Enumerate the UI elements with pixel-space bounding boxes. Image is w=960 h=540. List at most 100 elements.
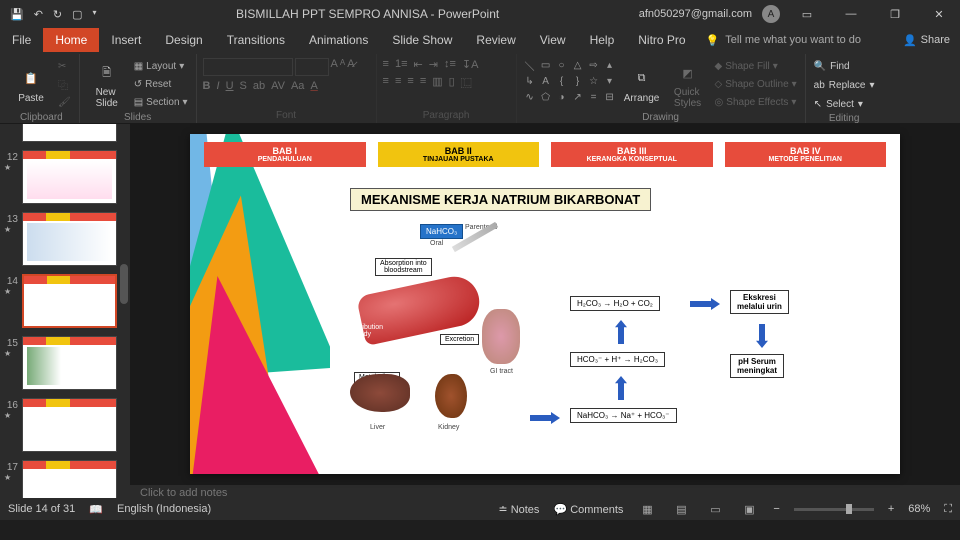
- language-indicator[interactable]: English (Indonesia): [117, 503, 211, 515]
- shape-equal-icon[interactable]: =: [587, 90, 601, 104]
- quick-styles-button[interactable]: ◩ Quick Styles: [667, 58, 709, 112]
- paste-button[interactable]: 📋 Paste: [10, 58, 52, 112]
- shape-fill-button[interactable]: ◆Shape Fill ▾: [713, 58, 799, 74]
- font-color-icon[interactable]: A: [310, 80, 317, 92]
- layout-button[interactable]: ▦Layout ▾: [132, 58, 190, 74]
- thumbnail-12[interactable]: 12★: [4, 150, 126, 204]
- font-family-select[interactable]: [203, 58, 293, 76]
- spell-check-icon[interactable]: 📖: [89, 503, 103, 516]
- notes-toggle[interactable]: ≐ Notes: [498, 503, 539, 516]
- shape-effects-button[interactable]: ◎Shape Effects ▾: [713, 94, 799, 110]
- minimize-icon[interactable]: —: [834, 0, 868, 28]
- tab-insert[interactable]: Insert: [99, 28, 153, 52]
- normal-view-icon[interactable]: ▦: [637, 501, 657, 517]
- slide-canvas[interactable]: BAB IPENDAHULUAN BAB IITINJAUAN PUSTAKA …: [130, 124, 960, 484]
- shapes-gallery[interactable]: ＼ ▭ ○ △ ⇨ ▴ ↳ A { } ☆ ▾ ∿ ⬠ ◑ ↗ = ⊟: [523, 58, 617, 104]
- zoom-out-icon[interactable]: −: [773, 503, 779, 515]
- slide[interactable]: BAB IPENDAHULUAN BAB IITINJAUAN PUSTAKA …: [190, 134, 900, 474]
- thumbnail-14[interactable]: 14★: [4, 274, 126, 328]
- thumbnail-11[interactable]: 11★: [4, 124, 126, 142]
- save-icon[interactable]: 💾: [10, 8, 24, 21]
- slideshow-view-icon[interactable]: ▣: [739, 501, 759, 517]
- shape-lbrace-icon[interactable]: {: [555, 74, 569, 88]
- thumbnail-panel[interactable]: 11★ 12★ 13★ 14★ 15★ 16★ 17★: [0, 124, 130, 498]
- shape-arrow-icon[interactable]: ⇨: [587, 58, 601, 72]
- tab-file[interactable]: File: [0, 28, 43, 52]
- columns-icon[interactable]: ▥: [432, 75, 442, 91]
- indent-inc-icon[interactable]: ⇥: [429, 58, 438, 71]
- tab-nitro[interactable]: Nitro Pro: [626, 28, 697, 52]
- spacing-icon[interactable]: AV: [271, 80, 285, 92]
- user-avatar[interactable]: A: [762, 5, 780, 23]
- shape-connector-icon[interactable]: ↳: [523, 74, 537, 88]
- shape-poly-icon[interactable]: ⬠: [539, 90, 553, 104]
- reset-button[interactable]: ↺Reset: [132, 76, 190, 92]
- sorter-view-icon[interactable]: ▤: [671, 501, 691, 517]
- arrange-button[interactable]: ⧉ Arrange: [621, 58, 663, 112]
- case-icon[interactable]: Aa: [291, 80, 304, 92]
- tab-animations[interactable]: Animations: [297, 28, 380, 52]
- undo-icon[interactable]: ↶: [34, 8, 43, 21]
- tab-design[interactable]: Design: [153, 28, 214, 52]
- shape-tri-icon[interactable]: △: [571, 58, 585, 72]
- slide-counter[interactable]: Slide 14 of 31: [8, 503, 75, 515]
- thumbnail-16[interactable]: 16★: [4, 398, 126, 452]
- tab-view[interactable]: View: [528, 28, 578, 52]
- shape-expand-icon[interactable]: ⊟: [603, 90, 617, 104]
- format-painter-button[interactable]: 🖌: [56, 94, 73, 110]
- comments-toggle[interactable]: 💬 Comments: [553, 503, 623, 516]
- tell-me-search[interactable]: 💡 Tell me what you want to do: [706, 34, 861, 47]
- thumbnail-15[interactable]: 15★: [4, 336, 126, 390]
- zoom-in-icon[interactable]: +: [888, 503, 894, 515]
- shape-callout-icon[interactable]: ◑: [555, 90, 569, 104]
- align-right-icon[interactable]: ≡: [407, 75, 413, 91]
- cut-button[interactable]: ✂: [56, 58, 73, 74]
- copy-button[interactable]: ⿻: [56, 76, 73, 92]
- new-slide-button[interactable]: 🗎 New Slide: [86, 58, 128, 112]
- shape-rect-icon[interactable]: ▭: [539, 58, 553, 72]
- underline-icon[interactable]: U: [226, 80, 234, 92]
- grow-font-icon[interactable]: A: [331, 58, 338, 76]
- tab-review[interactable]: Review: [464, 28, 527, 52]
- shadow-icon[interactable]: ab: [253, 80, 265, 92]
- shape-oval-icon[interactable]: ○: [555, 58, 569, 72]
- thumbnail-17[interactable]: 17★: [4, 460, 126, 498]
- zoom-level[interactable]: 68%: [908, 503, 930, 515]
- replace-button[interactable]: abReplace ▾: [812, 77, 877, 94]
- bullets-icon[interactable]: ≡: [383, 58, 389, 71]
- reading-view-icon[interactable]: ▭: [705, 501, 725, 517]
- shape-outline-button[interactable]: ◇Shape Outline ▾: [713, 76, 799, 92]
- numbering-icon[interactable]: 1≡: [395, 58, 408, 71]
- shape-arrow2-icon[interactable]: ↗: [571, 90, 585, 104]
- align-left-icon[interactable]: ≡: [383, 75, 389, 91]
- shape-rbrace-icon[interactable]: }: [571, 74, 585, 88]
- strike-icon[interactable]: S: [240, 80, 247, 92]
- bold-icon[interactable]: B: [203, 80, 211, 92]
- text-direction-icon[interactable]: ↧A: [462, 58, 479, 71]
- tab-home[interactable]: Home: [43, 28, 99, 52]
- ribbon-display-icon[interactable]: ▭: [790, 0, 824, 28]
- shape-curve-icon[interactable]: ∿: [523, 90, 537, 104]
- fit-to-window-icon[interactable]: ⛶: [944, 503, 952, 516]
- smartart-icon[interactable]: ⿺: [461, 75, 472, 91]
- shape-star-icon[interactable]: ☆: [587, 74, 601, 88]
- shape-text-icon[interactable]: A: [539, 74, 553, 88]
- justify-icon[interactable]: ≡: [420, 75, 426, 91]
- tab-transitions[interactable]: Transitions: [215, 28, 297, 52]
- shape-more-down-icon[interactable]: ▾: [603, 74, 617, 88]
- thumbnail-13[interactable]: 13★: [4, 212, 126, 266]
- thumbnail-scrollbar[interactable]: [118, 124, 130, 498]
- notes-pane[interactable]: Click to add notes: [130, 484, 960, 501]
- section-button[interactable]: ▤Section ▾: [132, 94, 190, 110]
- maximize-icon[interactable]: ❐: [878, 0, 912, 28]
- tab-help[interactable]: Help: [578, 28, 627, 52]
- align-text-icon[interactable]: ▯: [449, 75, 455, 91]
- find-button[interactable]: 🔍Find: [812, 58, 877, 75]
- shape-more-up-icon[interactable]: ▴: [603, 58, 617, 72]
- indent-dec-icon[interactable]: ⇤: [414, 58, 423, 71]
- zoom-slider[interactable]: [794, 508, 874, 511]
- font-size-select[interactable]: [295, 58, 329, 76]
- close-icon[interactable]: ✕: [922, 0, 956, 28]
- select-button[interactable]: ↖Select ▾: [812, 96, 877, 113]
- shrink-font-icon[interactable]: A: [340, 58, 345, 76]
